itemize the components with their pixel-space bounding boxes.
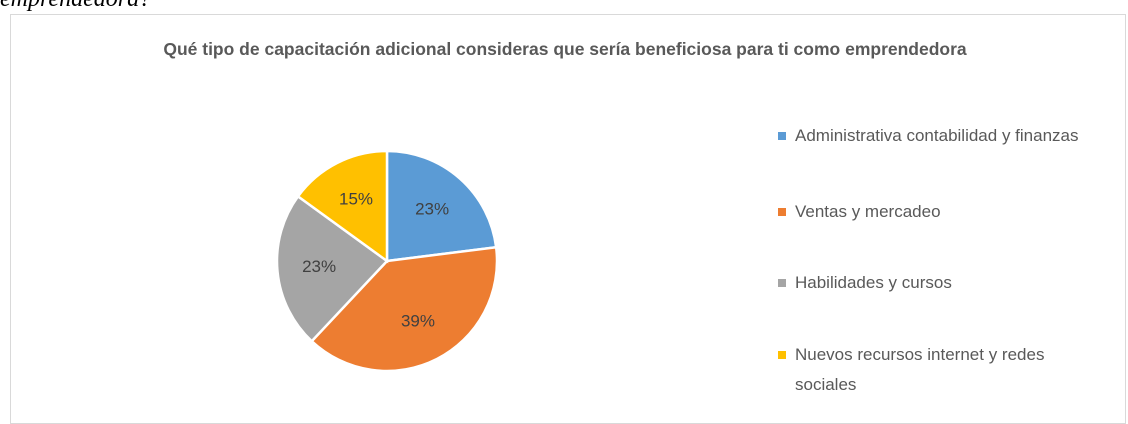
legend-entry: Ventas y mercadeo: [778, 197, 1108, 227]
legend-swatch: [778, 351, 786, 359]
legend-entry: Administrativa contabilidad y finanzas: [778, 121, 1108, 151]
pie-slice: [275, 194, 389, 343]
legend-label: Habilidades y cursos: [795, 273, 952, 292]
legend-entry: Habilidades y cursos: [778, 268, 1108, 298]
legend-entry: Nuevos recursos internet y redes sociale…: [778, 340, 1108, 400]
pie-slice: [309, 245, 499, 373]
pie-slice: [385, 149, 498, 263]
chart-title: Qué tipo de capacitación adicional consi…: [163, 39, 967, 59]
pie-slice: [296, 149, 389, 264]
chart: 23% 39% 23% 15%: [275, 149, 499, 373]
data-label: 23%: [415, 199, 449, 218]
data-label: 15%: [339, 190, 373, 209]
data-label: 39%: [401, 311, 435, 330]
legend-label: Ventas y mercadeo: [795, 202, 941, 221]
legend-label: Administrativa contabilidad y finanzas: [795, 126, 1079, 145]
data-label: 23%: [302, 257, 336, 276]
legend-swatch: [778, 279, 786, 287]
legend-swatch: [778, 208, 786, 216]
caption-fragment: emprendedora?: [0, 0, 151, 13]
legend-label: Nuevos recursos internet y redes sociale…: [795, 345, 1045, 394]
legend-swatch: [778, 132, 786, 140]
